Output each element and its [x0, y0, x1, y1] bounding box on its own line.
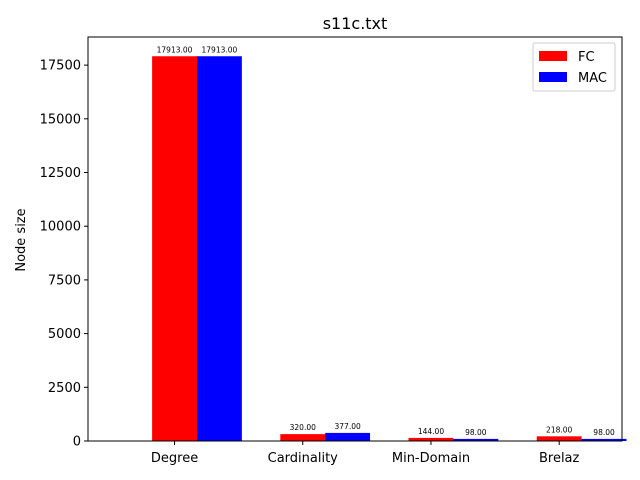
y-tick-label: 12500	[40, 166, 81, 181]
bar-value-label: 98.00	[465, 428, 487, 437]
y-tick-label: 15000	[40, 112, 81, 127]
y-tick-label: 10000	[40, 220, 81, 235]
bar-value-label: 320.00	[290, 423, 316, 432]
y-axis: 0 2500 5000 7500 10000 12500 15000 17500	[40, 59, 88, 450]
bar-fc-brelaz	[536, 436, 582, 441]
plot-frame	[87, 36, 623, 442]
y-tick-label: 5000	[48, 327, 81, 342]
legend-label-fc: FC	[578, 50, 595, 65]
x-tick-label: Brelaz	[539, 451, 580, 466]
bar-mac-min-domain	[453, 438, 499, 441]
x-tick-label: Min-Domain	[392, 451, 470, 466]
y-tick-label: 7500	[48, 273, 81, 288]
bar-mac-brelaz	[581, 438, 627, 441]
legend: FC MAC	[532, 42, 616, 92]
y-tick-label: 0	[73, 435, 81, 450]
bar-value-label: 17913.00	[202, 45, 238, 54]
y-axis-label: Node size	[14, 208, 29, 271]
bar-fc-degree	[152, 56, 197, 441]
bar-value-label: 144.00	[418, 427, 444, 436]
x-tick-label: Cardinality	[268, 451, 339, 466]
bar-value-label: 218.00	[546, 425, 572, 434]
bar-value-label: 98.00	[593, 428, 615, 437]
y-tick-label: 2500	[48, 381, 81, 396]
bar-fc-min-domain	[408, 437, 454, 441]
chart-title: s11c.txt	[323, 14, 388, 33]
x-axis: Degree Cardinality Min-Domain Brelaz	[151, 441, 580, 466]
bar-labels-group: 17913.00 320.00 144.00 218.00 17913.00 377.00…	[157, 45, 615, 437]
y-tick-label: 17500	[40, 59, 81, 74]
legend-label-mac: MAC	[578, 71, 607, 86]
bar-value-label: 377.00	[335, 422, 361, 431]
bars-group	[152, 56, 627, 441]
x-tick-label: Degree	[151, 451, 198, 466]
bar-value-label: 17913.00	[157, 45, 193, 54]
legend-swatch-fc	[539, 51, 567, 61]
bar-mac-degree	[196, 56, 242, 441]
bar-mac-cardinality	[325, 432, 371, 441]
legend-swatch-mac	[539, 72, 567, 82]
bar-fc-cardinality	[280, 434, 326, 441]
